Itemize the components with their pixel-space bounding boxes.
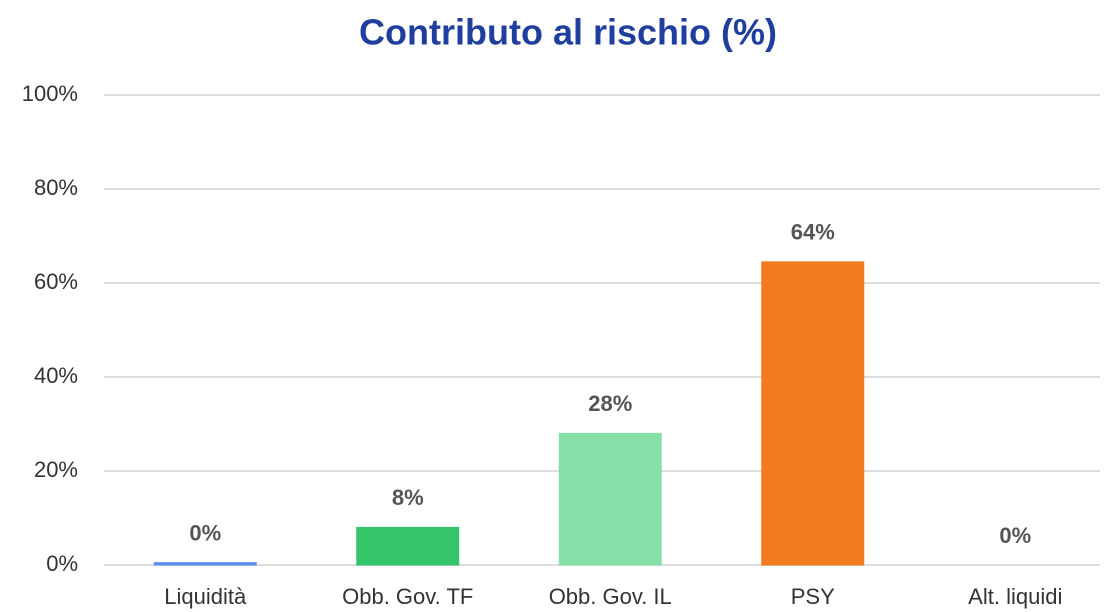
y-tick-label: 40%	[34, 363, 78, 388]
value-label: 28%	[588, 391, 632, 416]
bar	[558, 432, 662, 566]
x-tick-label: Liquidità	[164, 584, 247, 609]
value-label: 64%	[791, 220, 835, 245]
bar	[153, 562, 257, 566]
y-tick-label: 100%	[22, 81, 78, 106]
bar	[356, 526, 460, 566]
value-label: 0%	[189, 520, 221, 545]
y-tick-label: 60%	[34, 269, 78, 294]
y-tick-label: 20%	[34, 457, 78, 482]
x-tick-label: Obb. Gov. TF	[342, 584, 473, 609]
value-label: 8%	[392, 485, 424, 510]
x-tick-label: PSY	[791, 584, 835, 609]
x-tick-label: Obb. Gov. IL	[549, 584, 672, 609]
x-tick-label: Alt. liquidi	[968, 584, 1062, 609]
y-tick-label: 0%	[46, 551, 78, 576]
value-label: 0%	[999, 523, 1031, 548]
chart-title: Contributo al rischio (%)	[359, 12, 777, 53]
bar	[761, 261, 865, 566]
y-tick-label: 80%	[34, 175, 78, 200]
